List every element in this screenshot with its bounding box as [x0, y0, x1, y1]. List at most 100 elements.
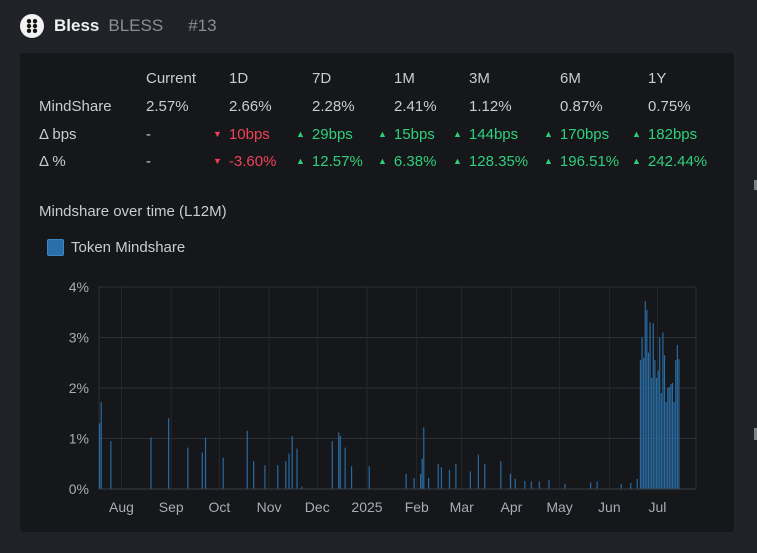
data-bar	[548, 479, 550, 489]
up-arrow-icon: ▲	[378, 156, 387, 166]
table-cell: ▲ 15bps	[378, 126, 435, 143]
data-bar	[657, 370, 659, 489]
data-bar	[660, 393, 662, 489]
x-tick-label: Dec	[305, 499, 330, 515]
data-bar	[368, 466, 370, 489]
data-bar	[285, 461, 287, 489]
data-bar	[636, 478, 638, 489]
data-bar	[676, 345, 678, 489]
cell-value: 196.51%	[559, 153, 620, 170]
cell-value: 1.12%	[469, 98, 512, 115]
data-bar	[150, 437, 152, 489]
down-arrow-icon: ▼	[213, 156, 222, 166]
cell-value: 2.57%	[146, 98, 189, 115]
table-cell: ▲ 242.44%	[632, 153, 707, 170]
column-header: 3M	[469, 70, 490, 87]
table-cell: ▲ 170bps	[544, 126, 609, 143]
column-header: 7D	[312, 70, 332, 87]
data-bar	[524, 480, 526, 489]
table-cell: -	[146, 153, 151, 170]
x-tick-label: May	[546, 499, 572, 515]
data-bar	[477, 454, 479, 489]
data-bar	[264, 465, 266, 489]
data-bar	[99, 423, 101, 489]
table-cell: -	[146, 126, 151, 143]
data-bar	[678, 359, 680, 489]
column-header: 6M	[560, 70, 581, 87]
data-bar	[641, 337, 643, 489]
column-header: Current	[146, 70, 197, 87]
data-bar	[646, 309, 648, 489]
data-bar	[663, 355, 666, 489]
table-cell: ▲ 6.38%	[378, 153, 436, 170]
data-bar	[651, 377, 653, 489]
data-bar	[667, 388, 669, 489]
chart-legend[interactable]: Token Mindshare	[47, 239, 185, 256]
data-bar	[652, 323, 654, 489]
legend-label: Token Mindshare	[71, 239, 186, 256]
cell-value: -3.60%	[228, 153, 277, 170]
cell-value: 0.87%	[560, 98, 603, 115]
data-bar	[639, 360, 642, 489]
table-cell: ▲ 196.51%	[544, 153, 619, 170]
data-bar	[339, 435, 341, 489]
x-tick-label: Sep	[159, 499, 184, 515]
data-bar	[419, 473, 422, 489]
up-arrow-icon: ▲	[632, 129, 641, 139]
up-arrow-icon: ▲	[453, 129, 462, 139]
data-bar	[644, 301, 646, 489]
data-bar	[620, 483, 622, 489]
table-cell: ▲ 12.57%	[296, 153, 363, 170]
data-bar	[484, 463, 486, 489]
data-bar	[288, 453, 290, 489]
data-bar	[350, 466, 353, 489]
cell-value: 10bps	[228, 126, 270, 143]
data-bar	[437, 463, 439, 489]
down-arrow-icon: ▼	[213, 129, 222, 139]
up-arrow-icon: ▲	[544, 156, 553, 166]
table-cell: ▲ 144bps	[453, 126, 518, 143]
x-tick-label: Apr	[501, 499, 523, 515]
data-bar	[100, 402, 102, 489]
data-bar	[246, 430, 248, 489]
table-cell: 2.41%	[394, 98, 437, 115]
up-arrow-icon: ▲	[632, 156, 641, 166]
data-bar	[291, 435, 293, 489]
data-bar	[222, 457, 224, 489]
data-bar	[277, 465, 279, 489]
data-bar	[427, 477, 430, 489]
table-cell: ▲ 29bps	[296, 126, 353, 143]
data-bar	[655, 377, 658, 489]
y-tick-label: 2%	[69, 380, 89, 396]
mindshare-bar-chart: 0% 1% 2% 3% 4% Aug Sep Oct Nov Dec 2025 Feb Mar Apr Ma…	[69, 279, 697, 515]
table-cell: 1.12%	[469, 98, 512, 115]
token-header: Bless BLESS #13	[20, 13, 217, 39]
data-bar	[662, 332, 664, 489]
token-rank: #13	[188, 16, 217, 35]
data-bar	[168, 418, 170, 489]
legend-swatch	[47, 239, 64, 256]
x-tick-label: 2025	[351, 499, 382, 515]
token-ticker: BLESS	[108, 16, 164, 35]
up-arrow-icon: ▲	[378, 129, 387, 139]
data-bar	[500, 461, 502, 489]
data-bar	[344, 447, 346, 489]
cell-value: 12.57%	[311, 153, 363, 170]
cell-value: 242.44%	[647, 153, 708, 170]
data-bar	[421, 458, 423, 489]
data-bar	[187, 447, 189, 489]
cell-value: -	[146, 153, 151, 170]
row-label: Δ %	[39, 153, 66, 170]
data-bar	[514, 478, 516, 489]
row-label: MindShare	[39, 98, 112, 115]
x-tick-label: Mar	[450, 499, 474, 515]
data-bar	[643, 357, 645, 489]
y-tick-label: 0%	[69, 481, 89, 497]
table-cell: 2.28%	[312, 98, 355, 115]
column-header: 1D	[229, 70, 249, 87]
y-tick-label: 1%	[69, 431, 89, 447]
cell-value: 144bps	[468, 126, 519, 143]
cell-value: 2.66%	[229, 98, 272, 115]
up-arrow-icon: ▲	[544, 129, 553, 139]
cell-value: 0.75%	[648, 98, 691, 115]
